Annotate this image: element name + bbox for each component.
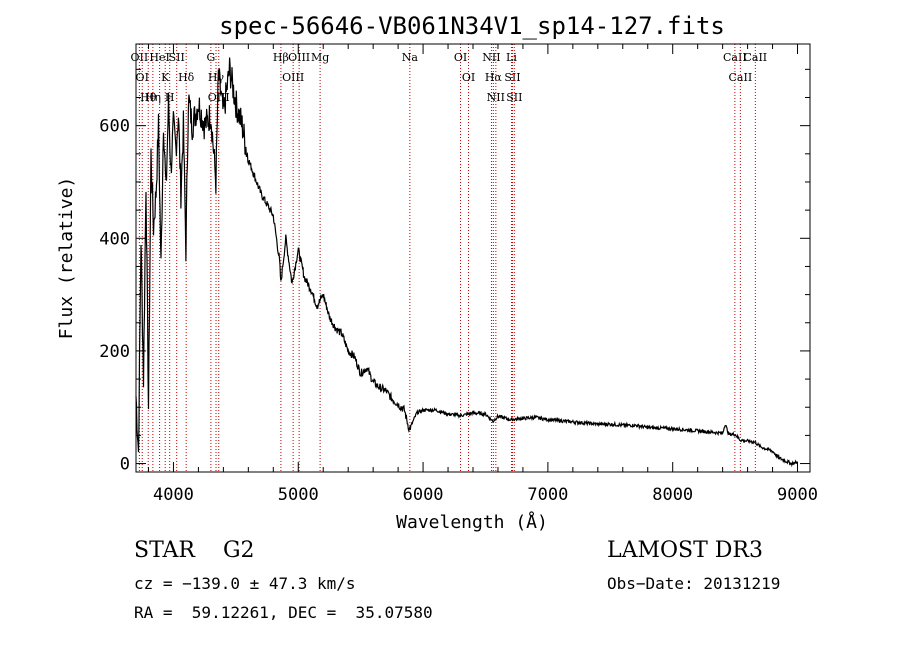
x-tick-label: 8000 (652, 485, 693, 505)
line-marker-label: NII (487, 91, 505, 104)
line-marker-label: Hθ (140, 91, 157, 104)
line-marker-label: CaII (723, 51, 747, 64)
line-marker-label: SII (504, 71, 520, 84)
line-marker-label: SII (169, 51, 185, 64)
object-class: STAR G2 (134, 538, 255, 563)
y-axis-ticks: 0 200 400 600 (99, 68, 810, 475)
x-tick-label: 6000 (403, 485, 444, 505)
spectrum-chart: spec-56646-VB061N34V1_sp14-127.fits OII O… (56, 12, 818, 533)
y-tick-label: 400 (99, 229, 130, 249)
line-marker-label: H (165, 91, 175, 104)
x-tick-label: 9000 (777, 485, 818, 505)
line-marker-label: Hγ (208, 71, 225, 84)
line-marker-label: OI (454, 51, 467, 64)
line-marker-label: Li (506, 51, 517, 64)
y-tick-label: 200 (99, 342, 130, 362)
line-marker-label: Hη (145, 91, 161, 104)
line-marker-label: Na (402, 51, 419, 64)
line-marker-label: CaII (743, 51, 767, 64)
line-marker-label: CaII (729, 71, 753, 84)
coordinates: RA = 59.12261, DEC = 35.07580 (134, 603, 433, 622)
line-marker-label: Hδ (178, 71, 195, 84)
line-marker-label: Mg (311, 51, 329, 64)
redshift-velocity: cz = −139.0 ± 47.3 km/s (134, 574, 356, 593)
x-axis-label: Wavelength (Å) (396, 511, 548, 533)
y-tick-label: 600 (99, 117, 130, 137)
line-marker-label: OIII (208, 91, 230, 104)
x-tick-label: 5000 (278, 485, 319, 505)
y-axis-label: Flux (relative) (56, 177, 77, 340)
line-marker-label: Hβ (273, 51, 289, 64)
x-axis-ticks: 4000 5000 6000 7000 8000 9000 (147, 44, 818, 505)
line-marker-label: NII (482, 51, 500, 64)
x-tick-label: 4000 (153, 485, 194, 505)
line-marker-label: G (206, 51, 215, 64)
x-tick-label: 7000 (527, 485, 568, 505)
observation-date: Obs−Date: 20131219 (607, 574, 781, 593)
line-marker-label: K (161, 71, 170, 84)
y-tick-label: 0 (120, 455, 130, 475)
spectrum-line (135, 57, 798, 468)
survey-name: LAMOST DR3 (607, 538, 763, 563)
line-marker-label: HeI (149, 51, 169, 64)
chart-title: spec-56646-VB061N34V1_sp14-127.fits (219, 12, 725, 40)
line-marker-label: OI (462, 71, 475, 84)
series-group (135, 57, 798, 468)
line-marker-label: OII (131, 51, 149, 64)
line-marker-label: Hα (485, 71, 503, 84)
line-marker-label: OIII (282, 71, 304, 84)
line-marker-label: SII (506, 91, 522, 104)
line-marker-label: OIII (288, 51, 310, 64)
line-marker-label: OI (136, 71, 149, 84)
